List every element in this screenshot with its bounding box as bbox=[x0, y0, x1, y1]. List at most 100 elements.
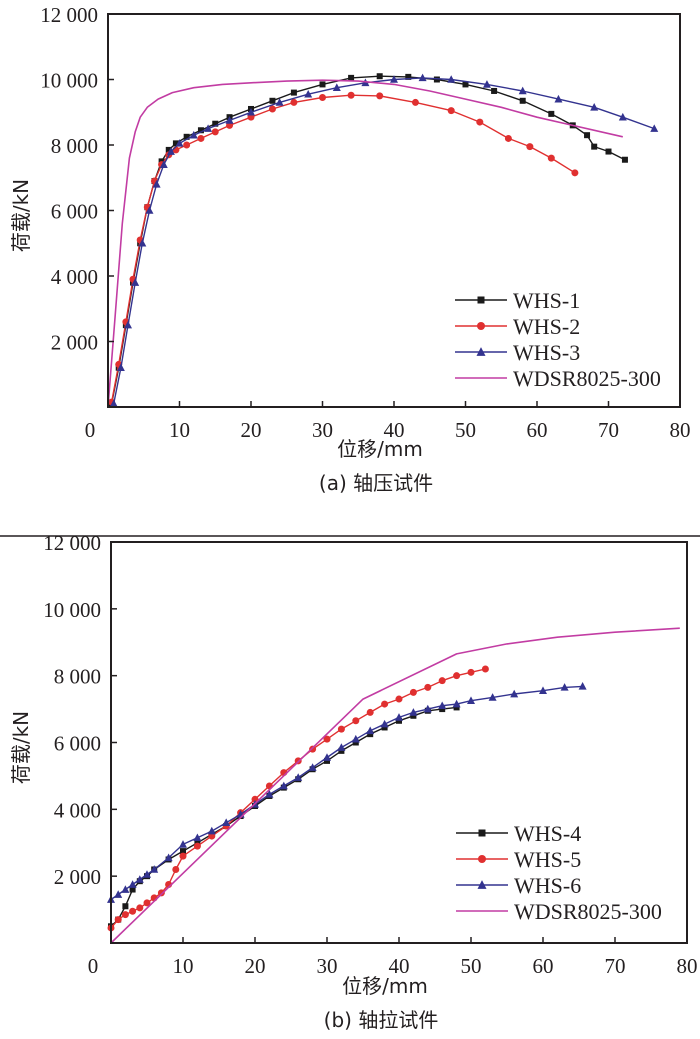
legend-label: WHS-2 bbox=[513, 314, 580, 339]
legend-label: WDSR8025-300 bbox=[513, 366, 661, 391]
triangle-marker bbox=[409, 708, 418, 716]
panel-a-compression: 0 10 20 30 40 50 60 70 80 2 000 4 000 6 000 8 000 10… bbox=[9, 3, 691, 495]
legend-label: WHS-4 bbox=[514, 821, 581, 846]
x-tick-label: 20 bbox=[245, 954, 266, 978]
square-marker bbox=[405, 73, 412, 80]
triangle-marker bbox=[618, 112, 627, 121]
circle-marker bbox=[571, 169, 579, 177]
panel-caption: (b) 轴拉试件 bbox=[324, 1008, 439, 1032]
square-marker bbox=[519, 97, 526, 104]
circle-marker bbox=[114, 916, 122, 924]
legend-item: WHS-3 bbox=[455, 340, 580, 365]
circle-marker bbox=[547, 154, 555, 162]
triangle-marker bbox=[247, 107, 255, 116]
panel-caption: (a) 轴压试件 bbox=[319, 471, 433, 495]
square-marker bbox=[338, 747, 345, 754]
x-tick-label: 20 bbox=[241, 418, 262, 442]
series-wdsr8025-300 bbox=[110, 627, 680, 944]
triangle-marker bbox=[332, 83, 341, 91]
triangle-marker bbox=[476, 347, 486, 356]
series-layer bbox=[107, 73, 659, 408]
y-tick-label: 10 000 bbox=[43, 598, 101, 622]
circle-marker bbox=[183, 141, 191, 149]
triangle-marker bbox=[337, 743, 346, 751]
triangle-marker bbox=[189, 130, 198, 139]
square-marker bbox=[269, 97, 276, 104]
square-marker bbox=[478, 829, 486, 837]
circle-marker bbox=[129, 907, 137, 915]
triangle-marker bbox=[145, 206, 154, 214]
x-tick-label: 80 bbox=[670, 418, 691, 442]
triangle-marker bbox=[366, 726, 375, 735]
legend-label: WHS-6 bbox=[514, 873, 581, 898]
square-marker bbox=[462, 81, 469, 88]
square-marker bbox=[396, 717, 402, 724]
triangle-marker bbox=[418, 73, 427, 82]
y-axis-ticks: 2 000 4 000 6 000 8 000 10 000 12 000 bbox=[43, 531, 117, 889]
series-whs-5 bbox=[107, 665, 489, 932]
x-tick-label: 50 bbox=[461, 954, 482, 978]
legend-item: WDSR8025-300 bbox=[455, 366, 661, 391]
x-tick-label: 80 bbox=[677, 954, 698, 978]
circle-marker bbox=[172, 865, 180, 873]
triangle-marker bbox=[135, 875, 144, 883]
y-tick-label: 6 000 bbox=[51, 200, 98, 224]
triangle-marker bbox=[138, 238, 147, 247]
series-line bbox=[110, 627, 680, 944]
series-line bbox=[110, 685, 583, 901]
square-marker bbox=[621, 156, 628, 163]
square-marker bbox=[348, 74, 355, 81]
square-marker bbox=[319, 81, 326, 88]
square-marker bbox=[453, 704, 460, 711]
series-line bbox=[107, 79, 623, 408]
triangle-marker bbox=[143, 870, 151, 878]
triangle-marker bbox=[395, 713, 403, 721]
x-tick-label: 70 bbox=[605, 954, 626, 978]
series-layer bbox=[107, 627, 680, 944]
triangle-marker bbox=[578, 682, 587, 690]
x-tick-label: 60 bbox=[527, 418, 548, 442]
circle-marker bbox=[478, 855, 486, 863]
x-axis-ticks: 0 10 20 30 40 50 60 70 80 bbox=[88, 937, 698, 978]
triangle-marker bbox=[179, 840, 187, 848]
circle-marker bbox=[366, 708, 374, 716]
triangle-marker bbox=[539, 686, 547, 695]
square-marker bbox=[122, 903, 129, 910]
legend-item: WDSR8025-300 bbox=[456, 899, 662, 924]
square-marker bbox=[548, 110, 555, 117]
triangle-marker bbox=[477, 880, 487, 889]
circle-marker bbox=[447, 107, 455, 115]
triangle-marker bbox=[207, 826, 216, 835]
x-tick-label: 70 bbox=[598, 418, 619, 442]
triangle-marker bbox=[452, 699, 461, 708]
triangle-marker bbox=[279, 781, 288, 790]
circle-marker bbox=[211, 128, 219, 136]
triangle-marker bbox=[447, 75, 456, 83]
square-marker bbox=[212, 120, 219, 127]
square-marker bbox=[591, 143, 598, 150]
square-marker bbox=[584, 132, 591, 139]
legend-item: WHS-4 bbox=[456, 821, 581, 846]
legend-item: WHS-5 bbox=[456, 847, 581, 872]
square-marker bbox=[433, 76, 440, 83]
triangle-marker bbox=[116, 363, 125, 371]
circle-marker bbox=[136, 904, 144, 912]
x-tick-label: 40 bbox=[389, 954, 410, 978]
triangle-marker bbox=[166, 147, 175, 155]
circle-marker bbox=[477, 322, 485, 330]
square-marker bbox=[172, 140, 179, 147]
square-marker bbox=[352, 739, 359, 746]
series-whs-2 bbox=[108, 91, 579, 406]
circle-marker bbox=[467, 668, 475, 676]
series-line bbox=[110, 94, 576, 403]
series-wdsr8025-300 bbox=[107, 79, 623, 408]
square-marker bbox=[410, 712, 417, 719]
triangle-marker bbox=[124, 320, 133, 329]
y-tick-label: 6 000 bbox=[54, 732, 101, 756]
square-marker bbox=[491, 87, 498, 94]
y-axis-title: 荷载/kN bbox=[9, 179, 33, 252]
triangle-marker bbox=[488, 693, 497, 701]
square-marker bbox=[367, 731, 374, 738]
triangle-marker bbox=[423, 704, 432, 713]
